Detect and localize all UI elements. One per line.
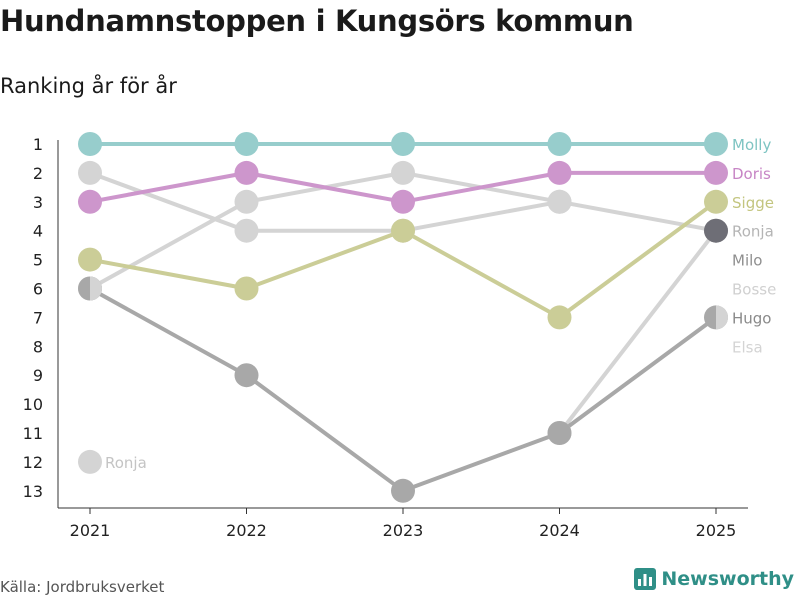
end-label-hugo: Hugo	[732, 309, 772, 327]
end-label-elsa: Elsa	[732, 338, 763, 356]
x-tick-label: 2024	[539, 521, 580, 540]
y-tick-label: 11	[23, 424, 43, 443]
data-point-doris	[78, 189, 102, 214]
data-point-bosse	[391, 160, 415, 185]
data-point-doris	[234, 160, 259, 185]
y-tick-label: 7	[33, 308, 43, 327]
series-line-milo	[89, 171, 560, 233]
data-point-milo	[234, 218, 259, 243]
data-point-sigge	[234, 276, 259, 301]
x-tick-label: 2025	[696, 521, 737, 540]
y-tick-label: 9	[33, 366, 43, 385]
brand-name: Newsworthy	[661, 568, 794, 590]
data-point-doris	[547, 160, 572, 185]
chart-title: Hundnamnstoppen i Kungsörs kommun	[0, 4, 634, 38]
series-line-elsa	[557, 229, 718, 435]
data-point-hugo	[547, 421, 572, 445]
newsworthy-icon	[634, 568, 657, 590]
data-point-overlap-hugo	[716, 305, 728, 330]
data-point-hugo	[391, 478, 415, 503]
data-point-bosse	[547, 189, 572, 214]
y-tick-label: 6	[33, 280, 43, 299]
data-point-molly	[234, 132, 259, 156]
data-point-molly	[391, 132, 415, 156]
series-line-hugo	[89, 286, 718, 493]
data-point-ronja	[704, 218, 728, 243]
data-point-doris	[704, 160, 728, 185]
y-tick-label: 1	[33, 135, 43, 154]
y-tick-label: 3	[33, 193, 43, 212]
y-tick-label: 2	[33, 164, 43, 183]
x-tick-label: 2022	[226, 521, 267, 540]
data-point-molly	[704, 132, 728, 156]
data-point-overlap-hugo	[90, 276, 102, 301]
source-note: Källa: Jordbruksverket	[0, 578, 165, 596]
data-point-sigge	[704, 189, 728, 214]
data-point-milo	[78, 160, 102, 185]
data-point-molly	[78, 132, 102, 156]
data-point-doris	[391, 189, 415, 214]
end-label-molly: Molly	[732, 136, 771, 154]
end-label-milo: Milo	[732, 252, 762, 270]
data-point-ronja	[78, 449, 102, 474]
data-point-sigge	[78, 247, 102, 272]
end-label-bosse: Bosse	[732, 281, 776, 299]
end-label-doris: Doris	[732, 165, 771, 183]
data-point-bosse	[234, 189, 259, 214]
y-tick-label: 13	[23, 482, 43, 501]
brand-logo: Newsworthy	[634, 568, 794, 590]
data-point-sigge	[391, 218, 415, 243]
y-tick-label: 12	[23, 453, 43, 472]
chart-subtitle: Ranking år för år	[0, 74, 177, 98]
x-tick-label: 2021	[70, 521, 111, 540]
y-tick-label: 8	[33, 337, 43, 356]
x-tick-label: 2023	[383, 521, 424, 540]
y-tick-label: 5	[33, 251, 43, 270]
end-label-ronja: Ronja	[732, 223, 774, 241]
y-tick-label: 10	[23, 395, 43, 414]
y-tick-label: 4	[33, 222, 43, 241]
start-label-ronja: Ronja	[105, 454, 147, 472]
data-point-sigge	[547, 305, 572, 330]
end-label-sigge: Sigge	[732, 194, 774, 212]
data-point-molly	[547, 132, 572, 156]
data-point-hugo	[234, 363, 259, 388]
